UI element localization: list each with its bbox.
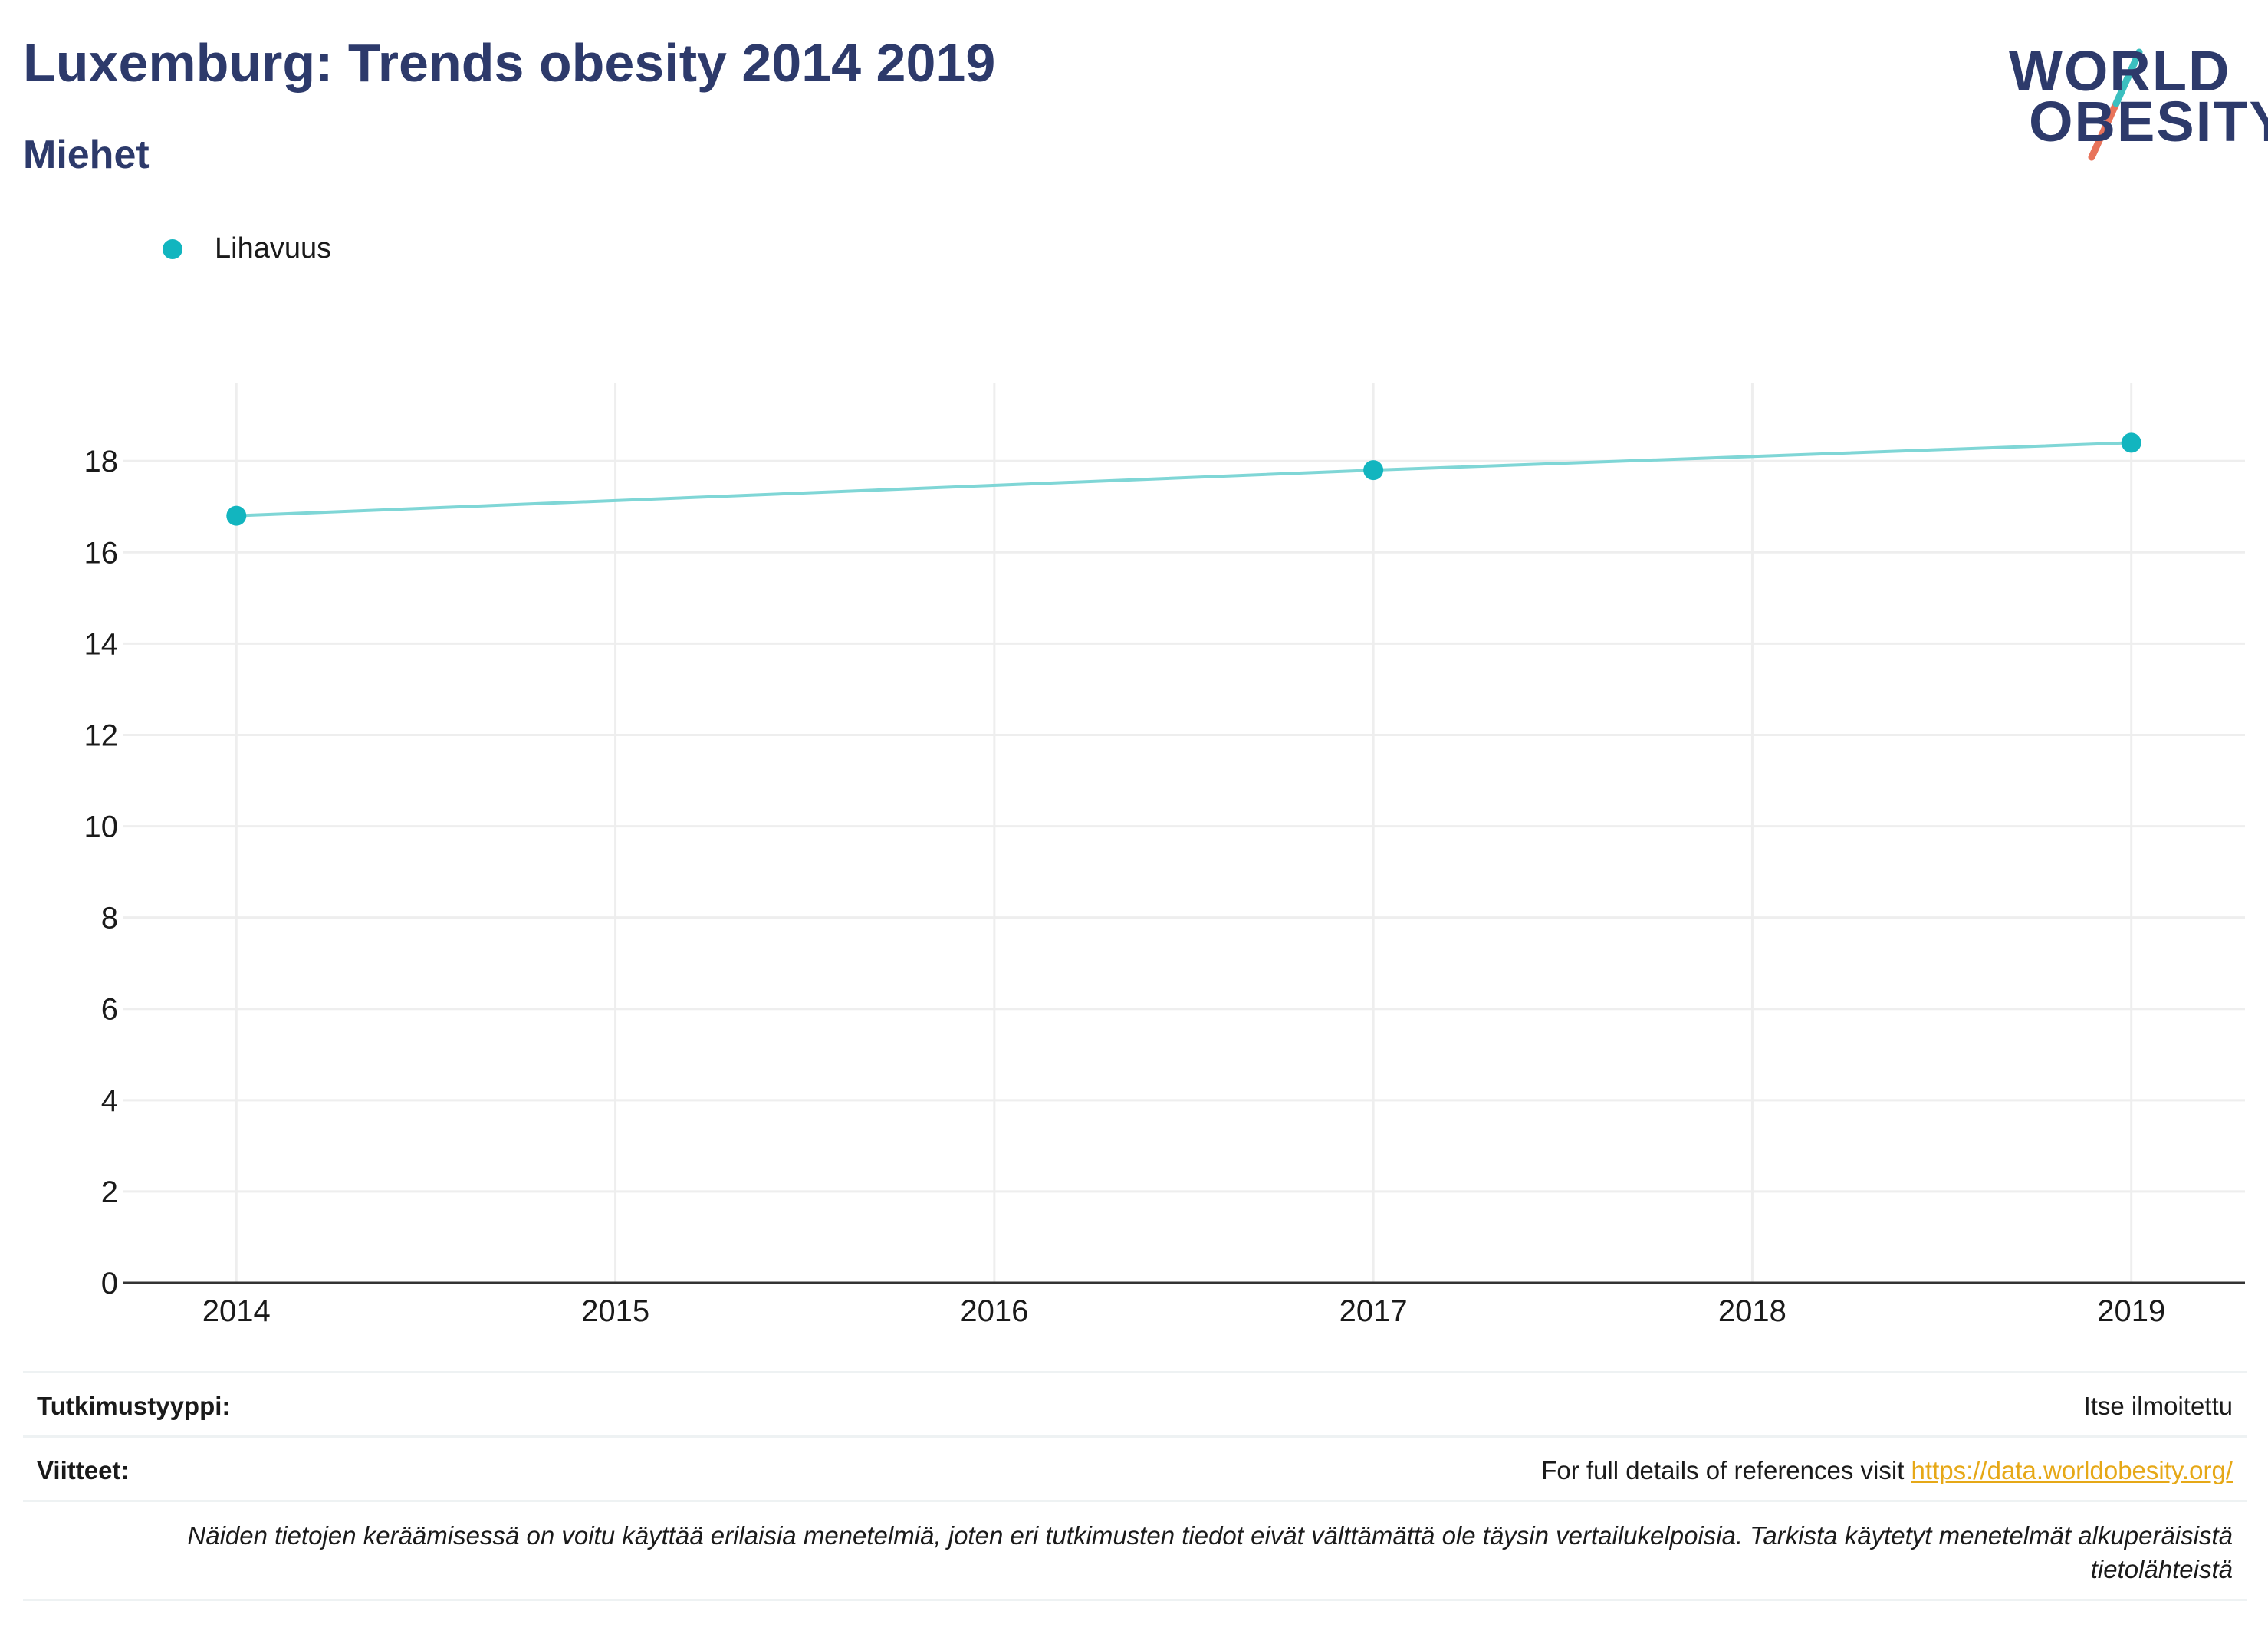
x-tick-label: 2018: [1718, 1294, 1786, 1328]
chart-title: Luxemburg: Trends obesity 2014 2019: [23, 33, 996, 93]
data-point: [2121, 432, 2141, 453]
references-value: For full details of references visit htt…: [1541, 1456, 2233, 1485]
y-tick-label: 8: [101, 902, 118, 935]
references-link[interactable]: https://data.worldobesity.org/: [1911, 1456, 2233, 1484]
data-point: [1363, 460, 1384, 481]
logo-line-2: OBESITY: [2029, 90, 2268, 153]
references-text: For full details of references visit: [1541, 1456, 1911, 1484]
y-tick-label: 6: [101, 993, 118, 1027]
study-type-value: Itse ilmoitettu: [2083, 1392, 2233, 1420]
legend-marker: [163, 238, 182, 259]
x-tick-label: 2016: [960, 1294, 1028, 1328]
chart-subtitle: Miehet: [23, 133, 150, 177]
study-type-label: Tutkimustyyppi:: [37, 1392, 231, 1420]
data-point: [226, 505, 247, 526]
x-tick-label: 2015: [581, 1294, 649, 1328]
x-tick-label: 2014: [202, 1294, 271, 1328]
x-tick-label: 2019: [2097, 1294, 2165, 1328]
x-tick-label: 2017: [1339, 1294, 1408, 1328]
y-tick-label: 10: [84, 810, 119, 844]
footer-note-row: Näiden tietojen keräämisessä on voitu kä…: [23, 1500, 2247, 1601]
references-label: Viitteet:: [37, 1456, 130, 1484]
y-tick-label: 18: [84, 445, 119, 478]
y-tick-label: 0: [101, 1267, 118, 1300]
y-tick-label: 16: [84, 536, 119, 570]
y-tick-label: 2: [101, 1175, 118, 1209]
y-tick-label: 14: [84, 627, 119, 661]
logo-line-1: WORLD: [2009, 39, 2231, 103]
y-tick-label: 12: [84, 718, 119, 752]
world-obesity-logo: WORLD OBESITY: [1994, 23, 2268, 161]
logo-slash-icon: [2088, 48, 2143, 161]
series-line: [236, 441, 2132, 518]
footer-study-type-row: Tutkimustyyppi: Itse ilmoitettu: [23, 1371, 2247, 1438]
legend-label: Lihavuus: [215, 232, 332, 265]
footer-references-row: Viitteet: For full details of references…: [23, 1435, 2247, 1502]
line-chart: 0 2 4 6 8 10 12 14 16 18 2014 2015 2016 2017 2018 2019: [84, 383, 2245, 1328]
chart-legend: Lihavuus: [163, 232, 331, 265]
y-tick-label: 4: [101, 1084, 118, 1118]
methodology-note: Näiden tietojen keräämisessä on voitu kä…: [187, 1521, 2233, 1583]
